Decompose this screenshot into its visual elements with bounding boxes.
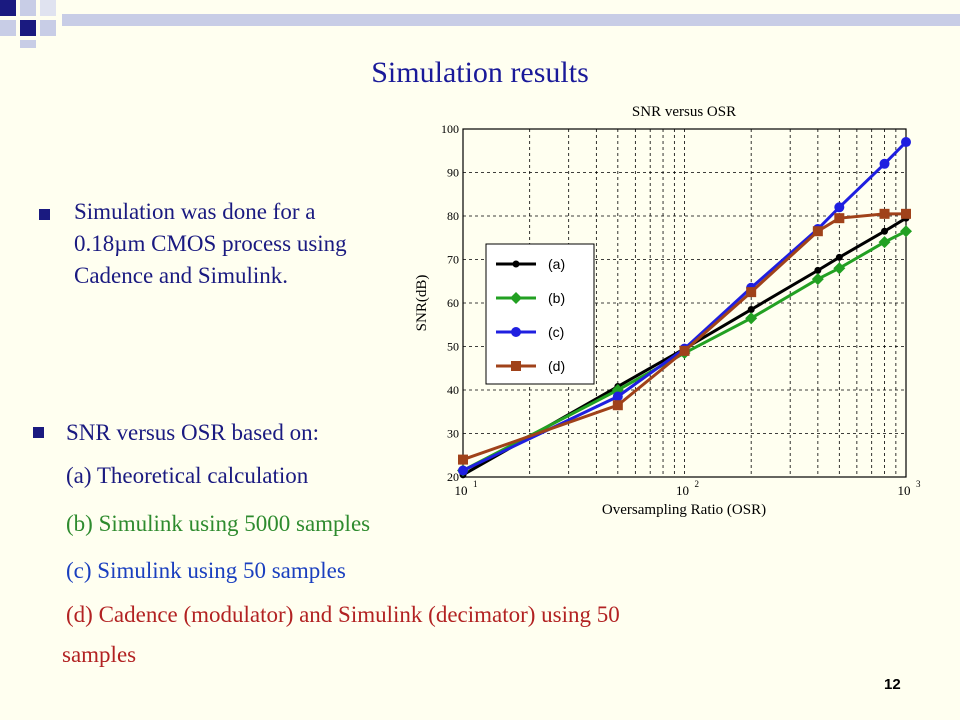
list-item-b: (b) Simulink using 5000 samples <box>66 511 371 536</box>
data-point <box>881 227 889 235</box>
bullet-marker-1 <box>39 209 50 220</box>
y-tick-label: 30 <box>447 427 459 441</box>
y-tick-label: 40 <box>447 383 459 397</box>
series-line <box>462 229 907 472</box>
data-point <box>900 225 912 238</box>
y-axis-ticks: 20 30 40 50 60 70 80 90 100 <box>441 122 459 484</box>
y-tick-label: 80 <box>447 209 459 223</box>
legend-label: (c) <box>548 324 564 340</box>
data-point <box>612 391 623 402</box>
data-point <box>878 236 891 249</box>
data-point <box>901 137 911 148</box>
legend-box <box>485 243 595 385</box>
bullet-text-simulation: Simulation was done for a 0.18µm CMOS pr… <box>74 199 347 288</box>
data-point <box>746 287 757 298</box>
y-tick-label: 60 <box>447 296 459 310</box>
series-a <box>459 214 910 479</box>
data-point <box>812 226 823 237</box>
data-point <box>745 312 758 325</box>
chart-legend: (a) (b) (c) (d) <box>485 243 595 385</box>
legend-swatch-marker <box>512 260 520 268</box>
series-d <box>458 208 911 465</box>
y-tick-label: 50 <box>447 340 459 354</box>
series-line <box>462 212 906 462</box>
series-line <box>462 216 907 477</box>
legend-label: (d) <box>548 358 565 374</box>
bullet-marker-2 <box>33 427 44 438</box>
y-axis-label: SNR(dB) <box>414 275 430 332</box>
data-point <box>612 400 623 411</box>
legend-swatch-marker <box>510 292 522 304</box>
data-point <box>458 454 468 465</box>
legend-label: (a) <box>548 256 565 272</box>
data-point <box>747 306 755 314</box>
data-point <box>834 202 845 213</box>
y-tick-label: 100 <box>441 122 459 136</box>
data-point <box>835 253 843 261</box>
bullet-text-snr-versus-osr: SNR versus OSR based on: <box>66 420 320 445</box>
x-axis-label: Oversampling Ratio (OSR) <box>602 502 766 518</box>
legend-swatch-marker <box>511 361 521 371</box>
data-point <box>901 208 911 219</box>
data-series <box>457 137 912 479</box>
list-item-c: (c) Simulink using 50 samples <box>66 558 346 583</box>
list-item-d: (d) Cadence (modulator) and Simulink (de… <box>66 602 620 627</box>
list-item-d-continued: samples <box>62 642 137 667</box>
data-point <box>879 158 890 169</box>
list-item-a: (a) Theoretical calculation <box>66 463 309 488</box>
legend-swatch-marker <box>511 327 521 337</box>
data-point <box>811 273 824 286</box>
data-point <box>458 465 468 476</box>
series-line <box>462 140 908 472</box>
page-number: 12 <box>884 676 901 693</box>
x-axis-ticks: 10 1 10 2 10 3 <box>455 479 922 498</box>
data-point <box>833 262 846 275</box>
y-tick-label: 70 <box>447 253 459 267</box>
x-tick-label: 10 <box>898 483 911 498</box>
y-tick-label: 90 <box>447 166 459 180</box>
slide-title: Simulation results <box>371 56 589 89</box>
x-tick-label: 10 <box>676 483 689 498</box>
data-point <box>814 266 822 274</box>
data-point <box>879 208 890 219</box>
x-tick-exponent: 3 <box>916 479 921 489</box>
corner-decoration <box>0 0 960 48</box>
x-tick-exponent: 1 <box>473 479 478 489</box>
data-point <box>679 345 690 356</box>
plot-area-frame <box>462 128 907 478</box>
data-point <box>834 213 845 224</box>
y-tick-label: 20 <box>447 470 459 484</box>
x-tick-label: 10 <box>455 483 468 498</box>
legend-label: (b) <box>548 290 565 306</box>
chart-title: SNR versus OSR <box>632 104 736 120</box>
x-tick-exponent: 2 <box>695 479 700 489</box>
